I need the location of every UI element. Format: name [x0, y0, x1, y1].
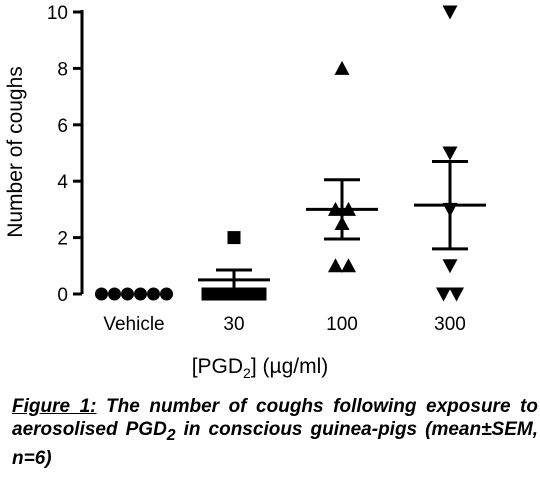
y-tick-label: 10: [47, 3, 68, 24]
data-point: [201, 287, 215, 301]
x-axis-title-suffix: ] (µg/ml): [251, 355, 328, 378]
x-axis-title-subscript: 2: [243, 365, 251, 381]
x-axis-title: [PGD2] (µg/ml): [192, 355, 329, 381]
data-point: [341, 258, 356, 273]
data-point: [449, 287, 464, 302]
chart-marks: [95, 5, 486, 302]
data-point: [442, 146, 458, 161]
y-tick-label: 6: [57, 116, 68, 137]
caption-subscript: 2: [166, 426, 176, 444]
y-tick-label: 4: [57, 172, 68, 193]
data-point: [134, 287, 147, 301]
y-tick-label: 0: [57, 285, 68, 306]
data-point: [253, 287, 267, 301]
data-point: [328, 258, 343, 273]
caption-text-1: The number of coughs following exposure …: [12, 396, 538, 440]
data-point: [160, 287, 173, 301]
figure-label: Figure 1:: [12, 396, 97, 417]
y-tick-label: 2: [57, 229, 68, 250]
data-point: [121, 287, 134, 301]
data-point: [147, 287, 160, 301]
x-axis-title-prefix: [PGD: [192, 355, 243, 378]
data-point: [442, 5, 458, 20]
data-point: [442, 259, 458, 274]
y-axis-title: Number of coughs: [4, 66, 27, 238]
chart-axes: 0 2 4 6 8 10 Vehicle 30 100 300: [47, 3, 466, 335]
data-point: [227, 231, 241, 245]
caption-text-2: in conscious guinea-pigs (mean±SEM, n=6): [12, 419, 538, 469]
x-tick-label: Vehicle: [103, 314, 164, 335]
x-tick-label: 100: [326, 314, 358, 335]
data-point: [95, 287, 108, 301]
y-tick-label: 8: [57, 59, 68, 80]
x-tick-label: 300: [434, 314, 466, 335]
data-point: [108, 287, 121, 301]
data-point: [334, 60, 350, 75]
data-point: [436, 287, 451, 302]
x-tick-label: 30: [223, 314, 244, 335]
figure-caption: Figure 1: The number of coughs following…: [12, 395, 538, 470]
